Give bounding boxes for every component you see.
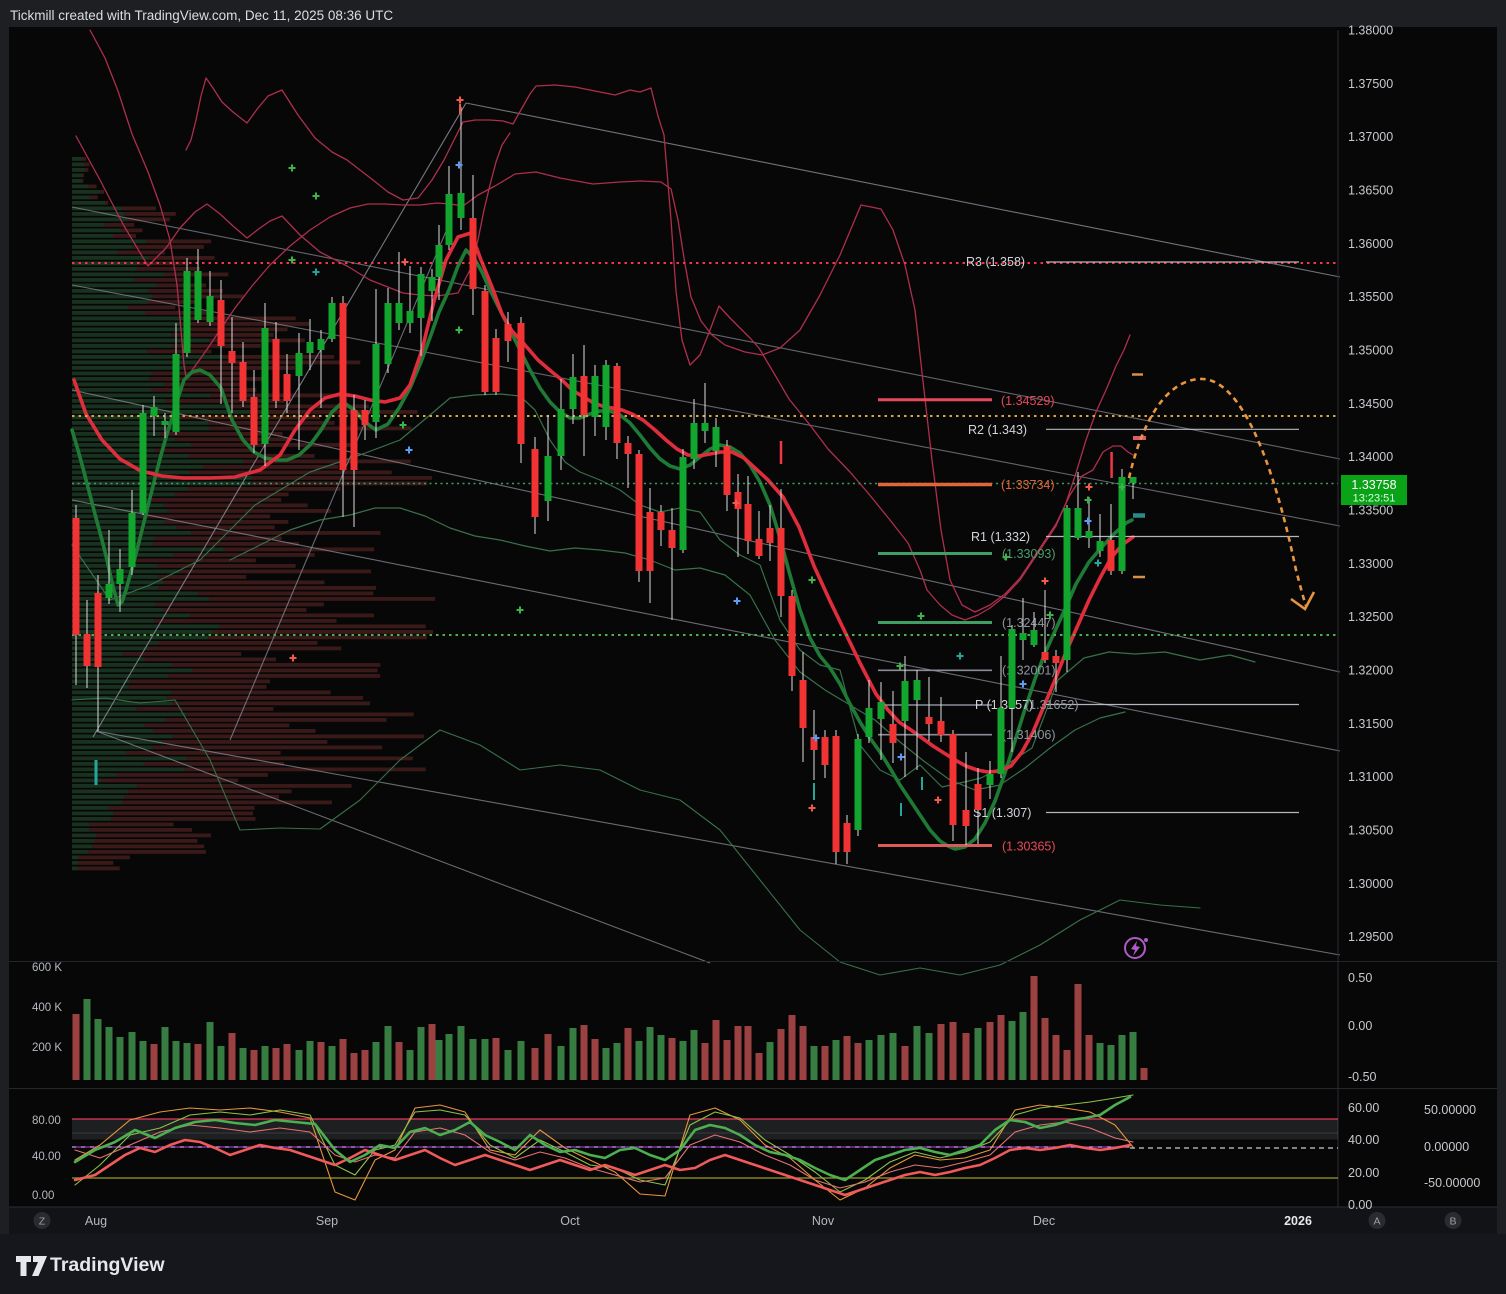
svg-text:(1.30365): (1.30365) <box>1002 840 1056 854</box>
svg-text:(1.32447): (1.32447) <box>1002 616 1056 630</box>
svg-text:(1.31406): (1.31406) <box>1002 728 1056 742</box>
svg-text:P (1.3157): P (1.3157) <box>975 698 1033 712</box>
svg-text:0.00000: 0.00000 <box>1424 1140 1469 1154</box>
svg-text:A: A <box>1373 1216 1380 1228</box>
svg-text:1.33500: 1.33500 <box>1348 504 1393 518</box>
svg-text:1.37500: 1.37500 <box>1348 77 1393 91</box>
svg-text:Dec: Dec <box>1033 1214 1055 1228</box>
svg-text:13:23:51: 13:23:51 <box>1353 493 1396 505</box>
svg-text:1.35500: 1.35500 <box>1348 290 1393 304</box>
svg-text:600 K: 600 K <box>32 962 62 974</box>
svg-text:1.34500: 1.34500 <box>1348 397 1393 411</box>
svg-text:40.00: 40.00 <box>1348 1133 1379 1147</box>
svg-text:1.37000: 1.37000 <box>1348 130 1393 144</box>
svg-text:200 K: 200 K <box>32 1042 62 1054</box>
svg-text:50.00000: 50.00000 <box>1424 1103 1476 1117</box>
svg-text:(1.33734): (1.33734) <box>1001 478 1055 492</box>
svg-text:R1 (1.332): R1 (1.332) <box>971 530 1030 544</box>
svg-text:1.38000: 1.38000 <box>1348 24 1393 38</box>
svg-text:1.30000: 1.30000 <box>1348 877 1393 891</box>
svg-text:1.36000: 1.36000 <box>1348 237 1393 251</box>
svg-text:B: B <box>1449 1216 1456 1228</box>
svg-text:(1.31652): (1.31652) <box>1025 698 1079 712</box>
svg-text:0.50: 0.50 <box>1348 971 1372 985</box>
svg-text:-0.50: -0.50 <box>1348 1070 1377 1084</box>
svg-text:1.31500: 1.31500 <box>1348 717 1393 731</box>
svg-text:0.00: 0.00 <box>32 1190 54 1202</box>
svg-text:Z: Z <box>39 1216 46 1228</box>
svg-text:Oct: Oct <box>560 1214 580 1228</box>
svg-text:1.35000: 1.35000 <box>1348 344 1393 358</box>
svg-text:400 K: 400 K <box>32 1002 62 1014</box>
svg-text:Tickmill created with TradingV: Tickmill created with TradingView.com, D… <box>10 8 393 23</box>
svg-text:S1 (1.307): S1 (1.307) <box>973 806 1031 820</box>
svg-text:TradingView: TradingView <box>50 1254 165 1276</box>
svg-text:Nov: Nov <box>812 1214 835 1228</box>
svg-text:40.00: 40.00 <box>32 1151 61 1163</box>
svg-text:(1.33093): (1.33093) <box>1002 547 1056 561</box>
svg-text:1.36500: 1.36500 <box>1348 184 1393 198</box>
svg-text:1.31000: 1.31000 <box>1348 770 1393 784</box>
svg-text:2026: 2026 <box>1284 1214 1312 1228</box>
svg-text:1.33000: 1.33000 <box>1348 557 1393 571</box>
svg-text:1.30500: 1.30500 <box>1348 823 1393 837</box>
svg-text:Sep: Sep <box>316 1214 338 1228</box>
svg-text:80.00: 80.00 <box>32 1115 61 1127</box>
svg-text:R2 (1.343): R2 (1.343) <box>968 423 1027 437</box>
svg-text:0.00: 0.00 <box>1348 1019 1372 1033</box>
svg-text:R3 (1.358): R3 (1.358) <box>966 255 1025 269</box>
svg-text:0.00: 0.00 <box>1348 1198 1372 1212</box>
svg-text:20.00: 20.00 <box>1348 1166 1379 1180</box>
svg-text:-50.00000: -50.00000 <box>1424 1176 1480 1190</box>
svg-text:1.33758: 1.33758 <box>1351 478 1396 492</box>
svg-text:1.32000: 1.32000 <box>1348 664 1393 678</box>
svg-text:1.34000: 1.34000 <box>1348 450 1393 464</box>
svg-text:(1.34529): (1.34529) <box>1001 394 1055 408</box>
svg-text:60.00: 60.00 <box>1348 1101 1379 1115</box>
svg-text:Aug: Aug <box>85 1214 107 1228</box>
svg-text:1.29500: 1.29500 <box>1348 930 1393 944</box>
svg-text:1.32500: 1.32500 <box>1348 610 1393 624</box>
